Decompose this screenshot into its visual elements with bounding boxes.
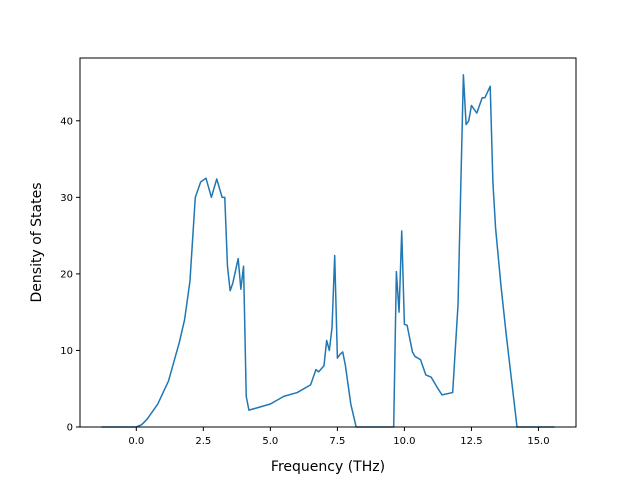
x-axis-label: Frequency (THz) <box>271 459 385 475</box>
x-tick-label: 12.5 <box>460 436 482 447</box>
x-tick-label: 0.0 <box>128 436 144 447</box>
series-line-0 <box>101 74 555 428</box>
x-axis-ticks: 0.0 2.5 5.0 7.5 10.0 12.5 15.0 <box>128 427 550 447</box>
y-tick-label: 40 <box>60 116 73 127</box>
axes-frame <box>79 57 577 428</box>
y-tick-label: 10 <box>60 346 73 357</box>
y-tick-label: 20 <box>60 269 73 280</box>
plot-area <box>101 74 555 428</box>
y-tick-label: 30 <box>60 193 73 204</box>
y-axis-label: Density of States <box>29 183 45 303</box>
y-tick-label: 0 <box>67 423 73 434</box>
x-tick-label: 15.0 <box>527 436 549 447</box>
x-tick-label: 10.0 <box>393 436 415 447</box>
y-axis-ticks: 0 10 20 30 40 <box>60 116 80 434</box>
x-tick-label: 7.5 <box>329 436 345 447</box>
x-tick-label: 2.5 <box>195 436 211 447</box>
x-tick-label: 5.0 <box>262 436 278 447</box>
